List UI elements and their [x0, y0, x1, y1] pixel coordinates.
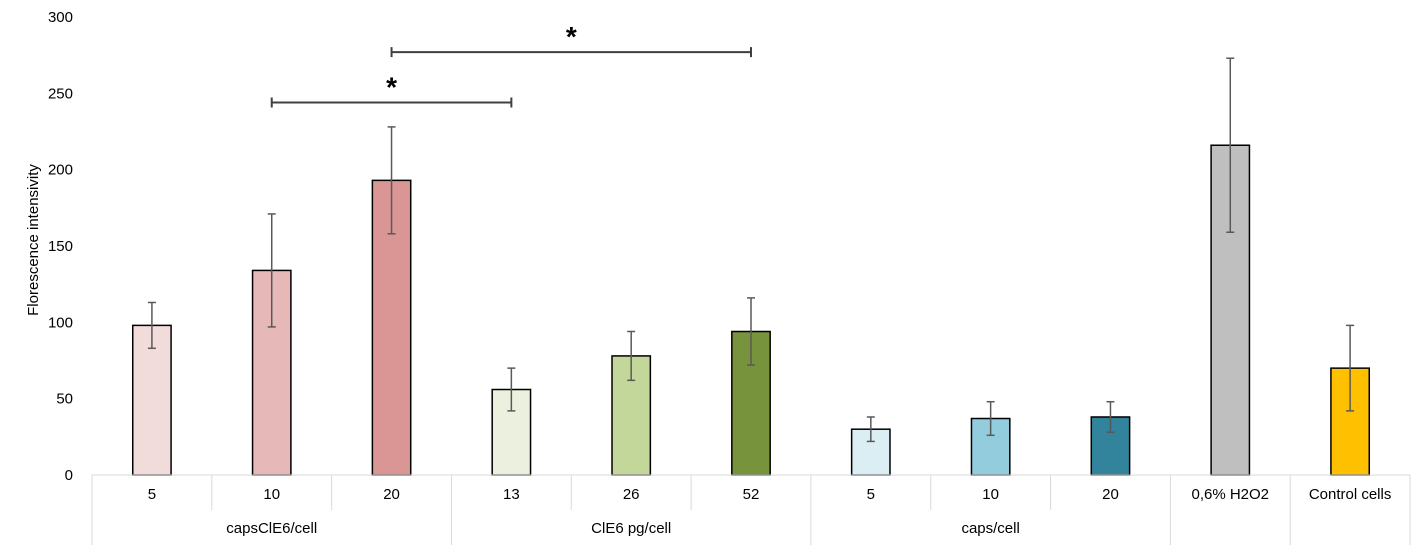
y-axis-label: Florescence intensivity — [25, 164, 42, 316]
category-label: 10 — [263, 486, 280, 503]
y-tick-label: 200 — [48, 162, 73, 179]
y-tick-label: 250 — [48, 85, 73, 102]
category-label: 13 — [503, 486, 520, 503]
significance-layer: ** — [270, 21, 752, 108]
y-tick-label: 150 — [48, 238, 73, 255]
significance-star: * — [386, 71, 397, 102]
category-label: 5 — [867, 486, 875, 503]
category-label: 20 — [1102, 486, 1119, 503]
y-axis-ticks: 0 50 100 150 200 250 300 — [48, 9, 73, 484]
bar — [131, 324, 172, 476]
significance-star: * — [566, 21, 577, 52]
y-tick-label: 50 — [56, 391, 73, 408]
group-label: caps/cell — [961, 520, 1019, 537]
y-tick-label: 100 — [48, 314, 73, 331]
category-axis: 5 10 20 13 26 52 5 10 20 capsClE6/cell ClE6 pg/cel… — [91, 474, 1411, 545]
group-label: capsClE6/cell — [226, 520, 317, 537]
group-label: Control cells — [1309, 486, 1392, 503]
group-label: 0,6% H2O2 — [1191, 486, 1269, 503]
y-tick-label: 0 — [65, 467, 73, 484]
category-label: 10 — [982, 486, 999, 503]
category-label: 52 — [743, 486, 760, 503]
bars-layer — [131, 57, 1371, 476]
category-label: 26 — [623, 486, 640, 503]
y-tick-label: 300 — [48, 9, 73, 26]
group-label: ClE6 pg/cell — [591, 520, 671, 537]
category-label: 20 — [383, 486, 400, 503]
category-label: 5 — [148, 486, 156, 503]
